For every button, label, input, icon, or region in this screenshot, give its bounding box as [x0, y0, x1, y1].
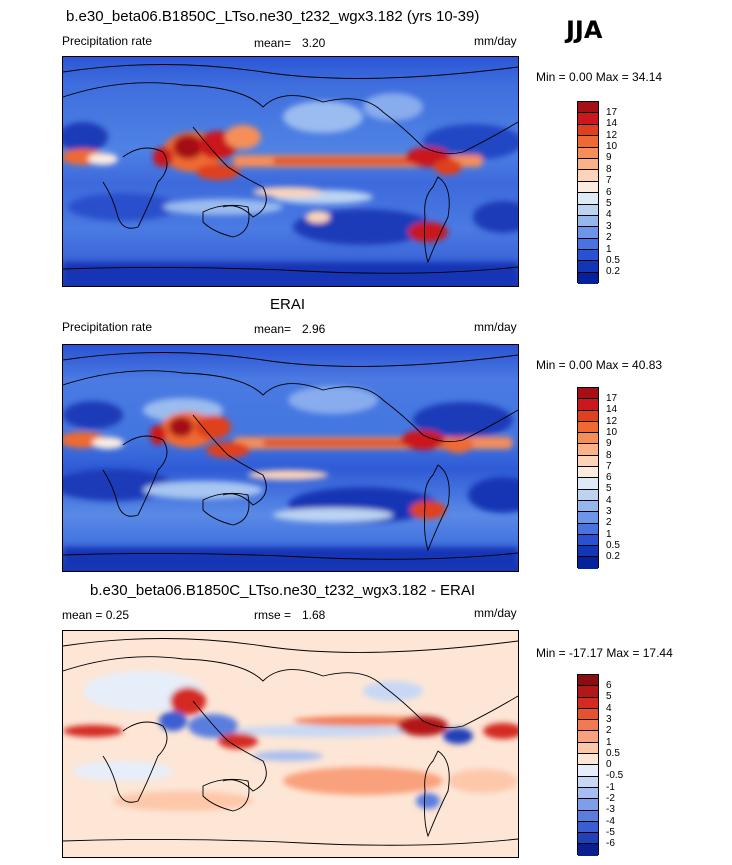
colorbar-tick-label: 4: [606, 703, 612, 714]
colorbar-tick-label: -5: [606, 827, 615, 838]
panel3-units: mm/day: [474, 606, 517, 620]
colorbar-tick-label: 5: [606, 198, 612, 209]
colorbar-tick-label: 1: [606, 244, 612, 255]
colorbar-tick-label: 5: [606, 483, 612, 494]
colorbar-tick-label: -1: [606, 782, 615, 793]
panel2-stat-value: 2.96: [302, 322, 326, 336]
colorbar-tick-label: -2: [606, 793, 615, 804]
panel1-title: b.e30_beta06.B1850C_LTso.ne30_t232_wgx3.…: [66, 8, 480, 25]
colorbar-tick-label: 12: [606, 416, 618, 427]
panel3-stat-label: rmse =: [254, 608, 292, 622]
colorbar-tick-label: 2: [606, 232, 612, 243]
panel2-variable-label: Precipitation rate: [62, 320, 153, 334]
colorbar-tick-label: 12: [606, 130, 618, 141]
colorbar-tick-label: -0.5: [606, 770, 624, 781]
panel1-precip-map: [62, 56, 519, 287]
colorbar-tick-label: 3: [606, 714, 612, 725]
colorbar-tick-label: 6: [606, 680, 612, 691]
colorbar-tick-label: 8: [606, 164, 612, 175]
colorbar-tick-label: 17: [606, 107, 618, 118]
panel1-variable-label: Precipitation rate: [62, 34, 153, 48]
colorbar-tick-label: 2: [606, 725, 612, 736]
panel3-stat-value: 1.68: [302, 608, 326, 622]
colorbar-tick-label: 10: [606, 427, 618, 438]
panel1-colorbar: [577, 101, 599, 285]
colorbar-tick-label: 1: [606, 737, 612, 748]
panel1-stat-value: 3.20: [302, 36, 326, 50]
colorbar-tick-label: 1: [606, 529, 612, 540]
colorbar-tick-label: 0.5: [606, 540, 620, 551]
panel3-difference-map: [62, 630, 519, 858]
colorbar-tick-label: -3: [606, 804, 615, 815]
colorbar-tick-label: 0: [606, 759, 612, 770]
colorbar-tick-label: 17: [606, 393, 618, 404]
panel2-colorbar: [577, 387, 599, 569]
colorbar-tick-label: 0.5: [606, 255, 620, 266]
panel2-units: mm/day: [474, 320, 517, 334]
colorbar-tick-label: 6: [606, 472, 612, 483]
colorbar-tick-label: 2: [606, 517, 612, 528]
colorbar-tick-label: 9: [606, 438, 612, 449]
panel2-title: ERAI: [270, 296, 306, 313]
colorbar-tick-label: 9: [606, 152, 612, 163]
colorbar-tick-label: 5: [606, 691, 612, 702]
colorbar-tick-label: -4: [606, 816, 615, 827]
colorbar-tick-label: 3: [606, 506, 612, 517]
panel2-stat-label: mean=: [254, 322, 292, 336]
panel3-colorbar: [577, 674, 599, 856]
colorbar-tick-label: 6: [606, 187, 612, 198]
colorbar-tick-label: 0.2: [606, 551, 620, 562]
panel1-minmax: Min = 0.00 Max = 34.14: [536, 70, 663, 84]
colorbar-tick-label: 7: [606, 175, 612, 186]
colorbar-tick-label: 0.5: [606, 748, 620, 759]
panel1-stat-label: mean=: [254, 36, 292, 50]
colorbar-tick-label: 0.2: [606, 266, 620, 277]
season-label: JJA: [566, 16, 603, 44]
panel1-units: mm/day: [474, 34, 517, 48]
panel3-mean-label: mean = 0.25: [62, 608, 130, 622]
panel3-minmax: Min = -17.17 Max = 17.44: [536, 646, 673, 660]
panel2-precip-map: [62, 344, 519, 572]
colorbar-tick-label: 4: [606, 209, 612, 220]
colorbar-tick-label: -6: [606, 838, 615, 849]
panel3-title: b.e30_beta06.B1850C_LTso.ne30_t232_wgx3.…: [90, 582, 476, 599]
colorbar-tick-label: 4: [606, 495, 612, 506]
colorbar-tick-label: 14: [606, 118, 618, 129]
colorbar-tick-label: 14: [606, 404, 618, 415]
panel2-minmax: Min = 0.00 Max = 40.83: [536, 358, 663, 372]
colorbar-tick-label: 10: [606, 141, 618, 152]
colorbar-tick-label: 3: [606, 221, 612, 232]
colorbar-tick-label: 7: [606, 461, 612, 472]
colorbar-tick-label: 8: [606, 450, 612, 461]
